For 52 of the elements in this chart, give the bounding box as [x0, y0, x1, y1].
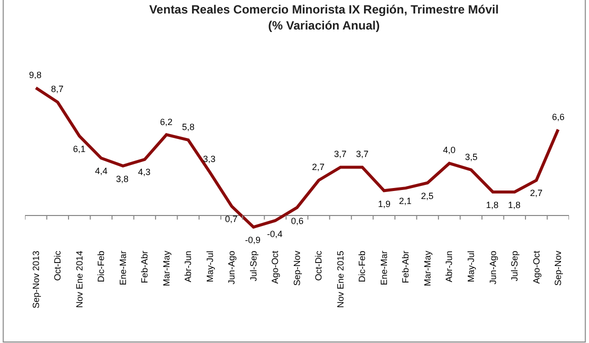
x-tick-label: Jun-Ago: [488, 250, 498, 284]
data-label: 3,7: [334, 149, 347, 159]
data-label: 2,1: [399, 196, 412, 206]
x-tick-label: Sep-Nov 2013: [30, 250, 41, 308]
data-label: 6,1: [73, 144, 86, 154]
data-label: 3,8: [116, 174, 129, 184]
data-label: -0,9: [245, 235, 261, 245]
x-tick-label: Jul-Sep: [248, 250, 258, 282]
x-tick-label: Dic-Feb: [96, 250, 106, 282]
data-label: 3,7: [356, 149, 369, 159]
data-label: 8,7: [51, 84, 64, 94]
x-tick-label: Nov Ene 2015: [335, 250, 346, 308]
x-tick-label: Jun-Ago: [226, 250, 237, 284]
data-label: 0,7: [225, 214, 238, 224]
x-tick-label: Mar-May: [422, 250, 432, 286]
x-tick-label: Ago-Oct: [270, 250, 280, 284]
x-tick-label: May-Jul: [466, 250, 476, 282]
data-label: 2,7: [312, 162, 325, 172]
data-label: -0,4: [267, 229, 283, 239]
x-tick-label: Feb-Abr: [140, 250, 150, 284]
x-tick-label: Ago-Oct: [531, 250, 542, 284]
data-label: 2,5: [421, 191, 434, 201]
data-label: 0,6: [291, 216, 304, 226]
data-label: 9,8: [29, 70, 42, 80]
x-tick-label: Sep-Nov: [292, 250, 302, 286]
x-tick-label: Jul-Sep: [510, 250, 520, 282]
data-label: 2,7: [530, 188, 543, 198]
x-tick-label: Dic-Feb: [357, 250, 368, 282]
x-tick-label: Abr-Jun: [444, 250, 454, 282]
x-tick-label: Sep-Nov: [553, 250, 564, 286]
x-tick-label: Ene-Mar: [118, 250, 128, 286]
chart-subtitle: (% Variación Anual): [268, 18, 380, 32]
data-label: 1,8: [486, 200, 499, 210]
x-tick-label: Abr-Jun: [183, 250, 194, 282]
x-tick-label: Oct-Dic: [52, 250, 63, 281]
data-label: 4,0: [443, 145, 456, 155]
x-tick-label: Feb-Abr: [400, 250, 411, 284]
x-tick-label: Ene-Mar: [378, 250, 389, 286]
x-tick-label: Mar-May: [161, 250, 172, 286]
data-label: 3,3: [203, 154, 216, 164]
chart-title: Ventas Reales Comercio Minorista IX Región, Trimestre Móvil: [149, 2, 499, 17]
data-label: 1,8: [508, 200, 521, 210]
data-label: 1,9: [378, 199, 391, 209]
x-tick-label: May-Jul: [204, 250, 215, 282]
data-label: 6,6: [552, 112, 565, 122]
data-label: 4,3: [138, 167, 151, 177]
data-label: 6,2: [160, 117, 173, 127]
x-tick-label: Oct-Dic: [314, 250, 324, 281]
x-tick-label: Nov Ene 2014: [74, 250, 84, 308]
data-label: 5,8: [182, 122, 195, 132]
data-label: 4,4: [95, 166, 108, 176]
data-label: 3,5: [465, 152, 478, 162]
